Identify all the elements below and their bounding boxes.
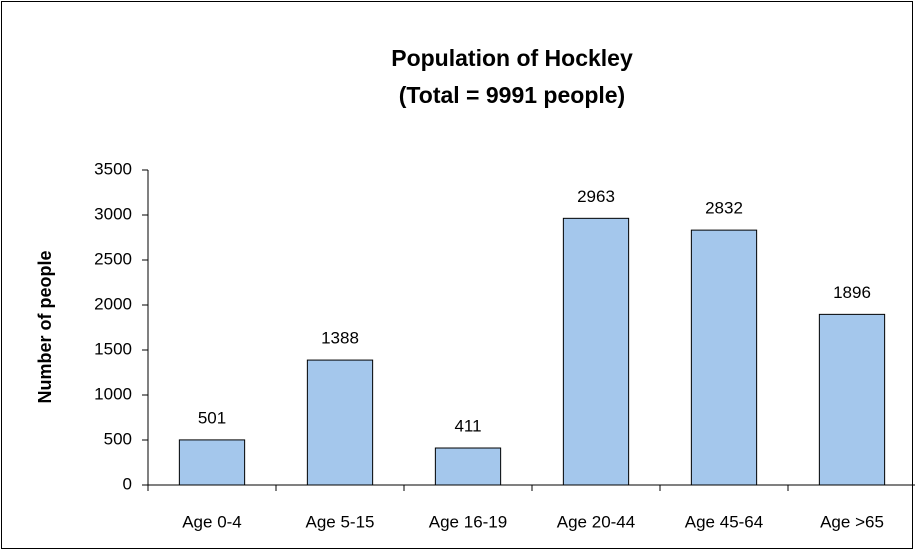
x-tick-label: Age 5-15 <box>306 512 375 531</box>
bar <box>306 359 374 486</box>
x-tick-label: Age 16-19 <box>429 512 507 531</box>
y-tick-label: 3000 <box>94 204 132 223</box>
x-tick-label: Age >65 <box>820 512 884 531</box>
y-tick-label: 500 <box>104 429 132 448</box>
x-tick-label: Age 20-44 <box>557 512 635 531</box>
chart-subtitle: (Total = 9991 people) <box>399 82 625 108</box>
value-label: 2832 <box>705 199 743 218</box>
chart-title: Population of Hockley <box>391 45 633 71</box>
y-tick-label: 0 <box>123 474 132 493</box>
value-label: 501 <box>198 408 226 427</box>
y-tick-label: 1000 <box>94 384 132 403</box>
x-tick-label: Age 45-64 <box>685 512 763 531</box>
bar <box>562 217 630 486</box>
y-tick-label: 1500 <box>94 339 132 358</box>
value-label: 2963 <box>577 187 615 206</box>
bar <box>690 229 758 486</box>
bar <box>818 313 886 486</box>
value-label: 1896 <box>833 283 871 302</box>
y-tick-label: 2500 <box>94 249 132 268</box>
bar <box>178 439 246 486</box>
y-tick-label: 3500 <box>94 159 132 178</box>
x-tick-label: Age 0-4 <box>182 512 242 531</box>
y-axis-label: Number of people <box>35 250 55 403</box>
value-label: 1388 <box>321 329 359 348</box>
y-tick-label: 2000 <box>94 294 132 313</box>
bar <box>434 447 502 486</box>
value-label: 411 <box>454 416 481 435</box>
